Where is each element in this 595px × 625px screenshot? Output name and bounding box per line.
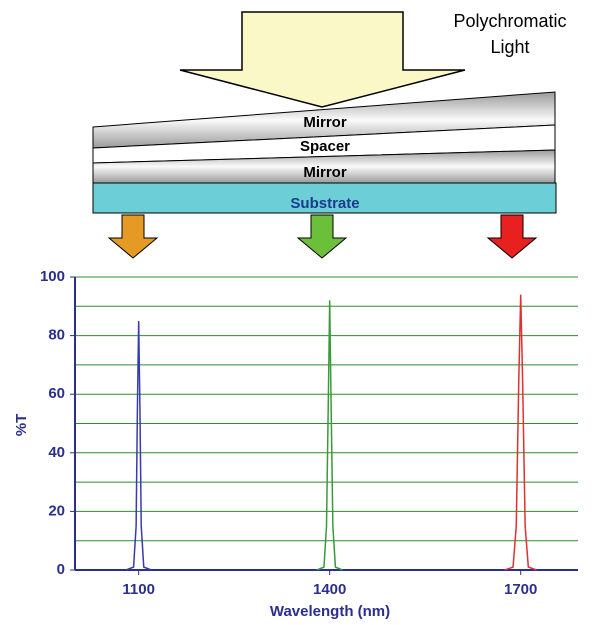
output-arrow bbox=[107, 214, 159, 259]
output-arrow bbox=[486, 214, 538, 259]
spectrum-line bbox=[504, 294, 537, 571]
output-arrow bbox=[296, 214, 348, 259]
substrate-layer bbox=[92, 182, 557, 214]
x-tick-label: 1100 bbox=[122, 581, 155, 598]
chart: 0 20 40 60 80 100 1100 1400 1700 %T Wavelength (nm… bbox=[13, 268, 578, 620]
y-tick-label: 20 bbox=[48, 502, 65, 519]
y-tick-label: 40 bbox=[48, 444, 65, 461]
light-label: Light bbox=[490, 37, 529, 57]
layer-label: Mirror bbox=[303, 164, 347, 181]
y-axis-label: %T bbox=[13, 414, 30, 437]
x-axis-label: Wavelength (nm) bbox=[270, 603, 390, 620]
layer-label: Spacer bbox=[300, 138, 350, 155]
layer-label: Mirror bbox=[303, 114, 347, 131]
light-label: Polychromatic bbox=[453, 11, 566, 31]
light-arrow bbox=[179, 11, 466, 108]
spectrum-line bbox=[125, 320, 152, 571]
y-tick-label: 60 bbox=[48, 385, 65, 402]
y-tick-label: 0 bbox=[57, 561, 65, 578]
x-tick-label: 1400 bbox=[313, 581, 346, 598]
y-tick-label: 100 bbox=[40, 268, 65, 285]
x-tick-label: 1700 bbox=[504, 581, 537, 598]
spectrum-line bbox=[316, 300, 343, 571]
y-tick-label: 80 bbox=[48, 327, 65, 344]
layer-label: Substrate bbox=[290, 195, 359, 212]
